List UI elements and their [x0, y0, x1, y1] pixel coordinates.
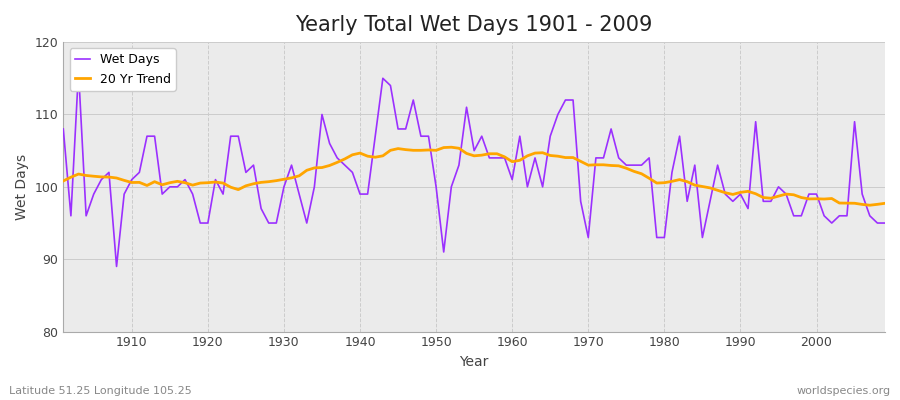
Wet Days: [58, 126, 68, 131]
Line: Wet Days: Wet Days: [63, 71, 885, 266]
20 Yr Trend: [864, 203, 875, 208]
Wet Days: [134, 170, 145, 175]
20 Yr Trend: [507, 159, 517, 164]
20 Yr Trend: [515, 158, 526, 163]
Legend: Wet Days, 20 Yr Trend: Wet Days, 20 Yr Trend: [69, 48, 176, 91]
Wet Days: [515, 134, 526, 138]
20 Yr Trend: [446, 145, 456, 150]
20 Yr Trend: [879, 201, 890, 206]
Wet Days: [613, 156, 624, 160]
Title: Yearly Total Wet Days 1901 - 2009: Yearly Total Wet Days 1901 - 2009: [295, 15, 652, 35]
Text: Latitude 51.25 Longitude 105.25: Latitude 51.25 Longitude 105.25: [9, 386, 192, 396]
Wet Days: [302, 221, 312, 226]
Wet Days: [73, 69, 84, 74]
20 Yr Trend: [286, 176, 297, 180]
Wet Days: [522, 184, 533, 189]
Wet Days: [347, 170, 358, 175]
X-axis label: Year: Year: [460, 355, 489, 369]
Wet Days: [112, 264, 122, 269]
Text: worldspecies.org: worldspecies.org: [796, 386, 891, 396]
Wet Days: [879, 221, 890, 226]
20 Yr Trend: [119, 178, 130, 183]
20 Yr Trend: [332, 160, 343, 165]
20 Yr Trend: [58, 178, 68, 183]
Y-axis label: Wet Days: Wet Days: [15, 154, 29, 220]
Line: 20 Yr Trend: 20 Yr Trend: [63, 147, 885, 205]
20 Yr Trend: [606, 163, 616, 168]
